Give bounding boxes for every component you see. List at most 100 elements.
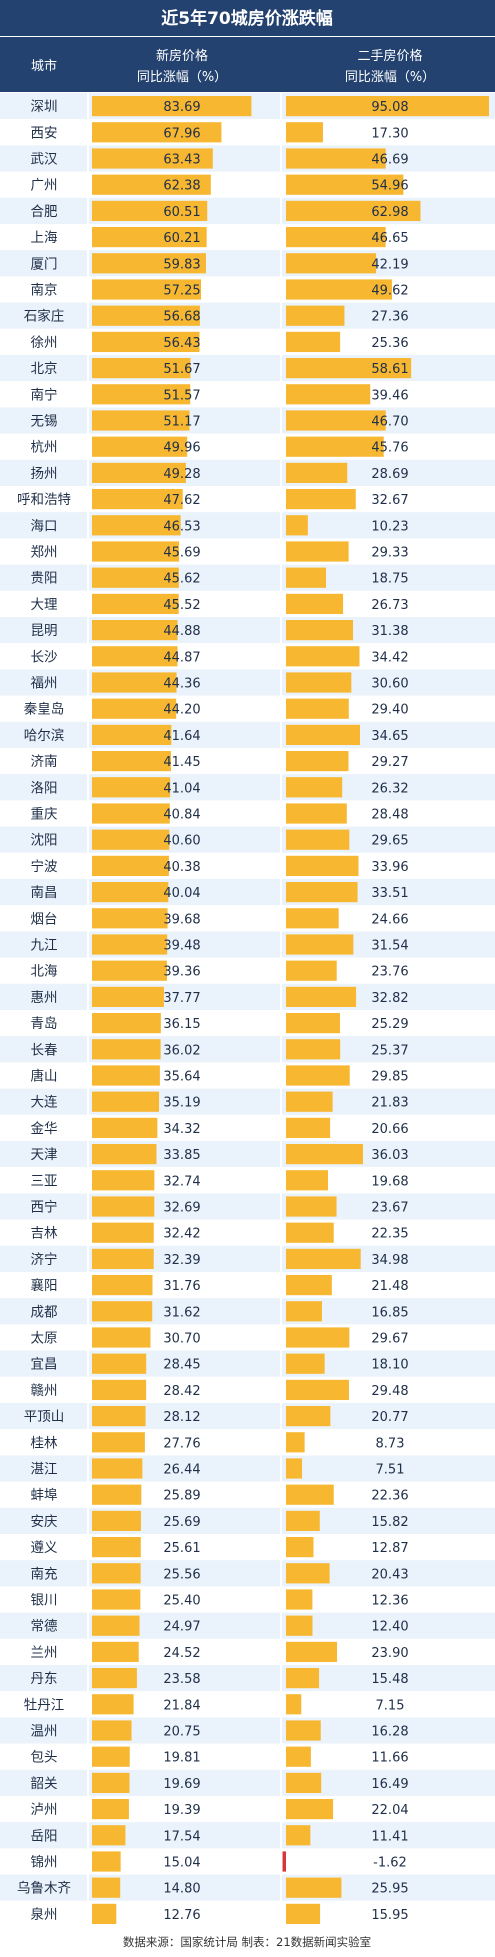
city-label: 南充: [31, 1566, 58, 1582]
second-hand-bar: [286, 1301, 322, 1322]
row-background: [0, 1534, 495, 1561]
second-hand-value: 28.69: [371, 467, 408, 482]
city-label: 扬州: [31, 466, 58, 482]
header-row: [0, 37, 495, 92]
row-background: [0, 617, 495, 644]
city-label: 济宁: [31, 1251, 58, 1268]
new-price-value: 49.96: [163, 441, 200, 456]
second-hand-value: 20.77: [371, 1410, 408, 1425]
new-price-value: 31.76: [163, 1279, 200, 1294]
city-label: 呼和浩特: [17, 492, 71, 508]
new-price-value: 21.84: [163, 1698, 200, 1713]
new-price-value: 40.84: [163, 808, 200, 823]
second-hand-bar: [286, 724, 360, 745]
second-hand-value: 21.48: [371, 1279, 408, 1294]
second-hand-value: 29.85: [371, 1070, 408, 1085]
second-hand-value: -1.62: [373, 1856, 407, 1871]
new-price-value: 51.57: [163, 388, 200, 403]
city-label: 平顶山: [24, 1409, 65, 1425]
new-price-value: 19.69: [163, 1777, 200, 1792]
city-label: 唐山: [31, 1068, 58, 1085]
new-price-value: 41.04: [163, 781, 200, 796]
new-price-bar: [92, 1144, 157, 1165]
second-hand-bar: [286, 1013, 341, 1034]
new-price-bar: [92, 253, 206, 274]
new-price-value: 39.68: [163, 912, 200, 927]
new-price-value: 44.20: [163, 703, 200, 718]
row-background: [0, 1822, 495, 1849]
row-background: [0, 1455, 495, 1482]
row-background: [0, 197, 495, 224]
second-hand-value: 15.95: [371, 1908, 408, 1923]
second-hand-bar: [286, 1510, 320, 1531]
new-price-value: 44.87: [163, 650, 200, 665]
second-hand-bar: [286, 1275, 332, 1296]
row-background: [0, 1665, 495, 1692]
row-background: [0, 1245, 495, 1272]
city-label: 丹东: [31, 1671, 58, 1687]
second-hand-value: 34.98: [371, 1253, 408, 1268]
city-label: 岳阳: [31, 1828, 58, 1844]
row-background: [0, 1403, 495, 1430]
new-price-value: 39.36: [163, 965, 200, 980]
second-hand-bar: [286, 1222, 334, 1243]
city-label: 兰州: [31, 1645, 58, 1661]
row-background: [0, 1796, 495, 1823]
city-label: 沈阳: [31, 833, 58, 849]
second-hand-value: 22.36: [371, 1489, 408, 1504]
new-price-value: 40.60: [163, 834, 200, 849]
second-hand-value: 29.48: [371, 1384, 408, 1399]
row-background: [0, 171, 495, 198]
new-price-bar: [92, 646, 178, 667]
second-hand-value: 12.36: [371, 1594, 408, 1609]
new-price-value: 60.51: [163, 205, 200, 220]
new-price-bar: [92, 200, 208, 221]
row-background: [0, 852, 495, 879]
new-price-bar: [92, 227, 207, 248]
second-hand-bar: [286, 1563, 330, 1584]
new-price-value: 28.12: [163, 1410, 200, 1425]
new-price-value: 40.38: [163, 860, 200, 875]
second-hand-bar: [286, 751, 349, 772]
second-hand-value: 26.32: [371, 781, 408, 796]
second-hand-bar: [286, 227, 386, 248]
new-price-value: 36.02: [163, 1043, 200, 1058]
second-hand-value: 15.48: [371, 1672, 408, 1687]
new-price-bar: [92, 1484, 142, 1505]
city-label: 九江: [31, 938, 58, 954]
second-hand-bar: [286, 986, 357, 1007]
row-background: [0, 1219, 495, 1246]
row-background: [0, 1088, 495, 1115]
second-hand-bar: [286, 462, 348, 483]
city-label: 湛江: [31, 1462, 58, 1478]
second-hand-bar: [286, 803, 347, 824]
new-price-bar: [92, 96, 252, 117]
city-label: 无锡: [31, 414, 58, 430]
second-hand-value: 29.27: [371, 755, 408, 770]
row-background: [0, 1560, 495, 1587]
new-price-bar: [92, 1039, 161, 1060]
second-hand-bar: [286, 1746, 311, 1767]
city-label: 合肥: [31, 204, 58, 220]
new-price-bar: [92, 751, 171, 772]
row-background: [0, 800, 495, 827]
city-label: 遵义: [31, 1539, 58, 1556]
new-price-bar: [92, 1746, 130, 1767]
row-background: [0, 826, 495, 853]
second-hand-value: 33.51: [371, 886, 408, 901]
new-price-value: 27.76: [163, 1436, 200, 1451]
new-price-value: 35.64: [163, 1070, 200, 1085]
city-label: 乌鲁木齐: [17, 1881, 71, 1897]
new-price-bar: [92, 672, 177, 693]
new-price-bar: [92, 1196, 155, 1217]
new-price-value: 28.45: [163, 1358, 200, 1373]
new-price-bar: [92, 1222, 154, 1243]
new-price-value: 25.56: [163, 1567, 200, 1582]
city-label: 安庆: [31, 1514, 58, 1530]
row-background: [0, 1376, 495, 1403]
new-price-bar: [92, 1301, 153, 1322]
new-price-bar: [92, 882, 169, 903]
new-price-bar: [92, 331, 200, 352]
new-price-bar: [92, 1589, 141, 1610]
second-hand-bar: [286, 1825, 311, 1846]
